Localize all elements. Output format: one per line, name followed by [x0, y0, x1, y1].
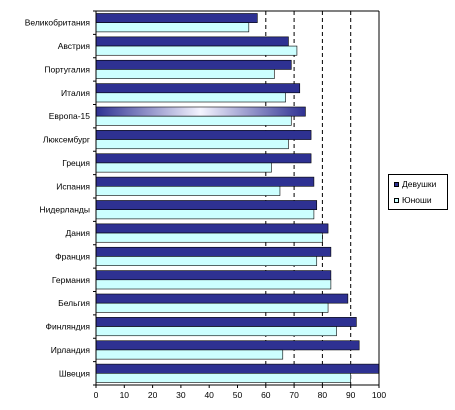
bar-girls-2	[95, 59, 292, 70]
bar-boys-10	[95, 256, 318, 266]
bar-girls-11	[95, 270, 332, 281]
bar-girls-14	[95, 340, 360, 351]
legend-swatch-girls	[394, 181, 399, 187]
category-label-2: Португалия	[44, 64, 90, 74]
bar-boys-6	[95, 162, 272, 173]
category-label-0: Великобритания	[25, 18, 91, 28]
category-label-4: Европа-15	[49, 111, 91, 121]
category-label-7: Испания	[56, 181, 90, 191]
category-label-13: Финляндия	[46, 322, 91, 332]
bar-girls-12	[95, 293, 349, 304]
x-tick-label-50: 50	[233, 390, 243, 400]
category-label-10: Франция	[55, 251, 90, 261]
bar-boys-11	[95, 279, 332, 290]
legend-label-boys: Юноши	[402, 195, 432, 205]
bar-girls-13	[95, 317, 357, 327]
x-tick-label-100: 100	[372, 390, 386, 400]
category-label-11: Германия	[52, 275, 91, 285]
bar-girls-15	[95, 363, 380, 374]
legend-item-boys: Юноши	[394, 195, 432, 205]
bar-boys-9	[95, 232, 323, 243]
bar-boys-0	[95, 22, 250, 33]
category-label-6: Греция	[62, 158, 90, 168]
category-label-5: Люксембург	[43, 135, 90, 145]
bar-boys-3	[95, 92, 286, 103]
bar-boys-5	[95, 139, 289, 150]
bar-girls-6	[95, 153, 312, 164]
bar-boys-14	[95, 349, 284, 360]
x-tick-label-90: 90	[346, 390, 356, 400]
category-label-8: Нидерланды	[40, 205, 90, 215]
legend-item-girls: Девушки	[394, 179, 436, 189]
bar-girls-10	[95, 246, 332, 257]
category-label-9: Дания	[65, 228, 90, 238]
bar-boys-8	[95, 209, 315, 220]
bar-girls-5	[95, 130, 312, 140]
bar-boys-13	[95, 326, 337, 337]
x-tick-label-70: 70	[289, 390, 299, 400]
bar-girls-9	[95, 223, 329, 234]
bar-boys-12	[95, 302, 329, 313]
bar-girls-3	[95, 83, 301, 94]
bar-boys-4	[95, 115, 292, 126]
bar-boys-1	[95, 45, 298, 56]
x-tick-label-0: 0	[94, 390, 99, 400]
category-label-3: Италия	[61, 88, 90, 98]
bar-boys-2	[95, 69, 275, 79]
x-tick-label-10: 10	[120, 390, 130, 400]
bar-boys-15	[95, 373, 351, 383]
category-label-1: Австрия	[58, 41, 91, 51]
bar-girls-7	[95, 176, 315, 187]
bar-girls-4	[95, 106, 306, 117]
legend-swatch-boys	[394, 197, 399, 203]
x-tick-label-20: 20	[148, 390, 158, 400]
category-label-14: Ирландия	[51, 345, 91, 355]
legend: Девушки Юноши	[388, 174, 448, 210]
legend-label-girls: Девушки	[402, 179, 437, 189]
x-tick-label-30: 30	[176, 390, 186, 400]
bar-girls-0	[95, 13, 258, 23]
bar-girls-1	[95, 36, 289, 47]
bar-girls-8	[95, 200, 318, 210]
category-label-12: Бельгия	[58, 298, 90, 308]
x-tick-label-60: 60	[261, 390, 271, 400]
category-label-15: Швеция	[59, 368, 91, 378]
x-tick-label-80: 80	[318, 390, 328, 400]
bar-boys-7	[95, 186, 281, 196]
x-tick-label-40: 40	[204, 390, 214, 400]
